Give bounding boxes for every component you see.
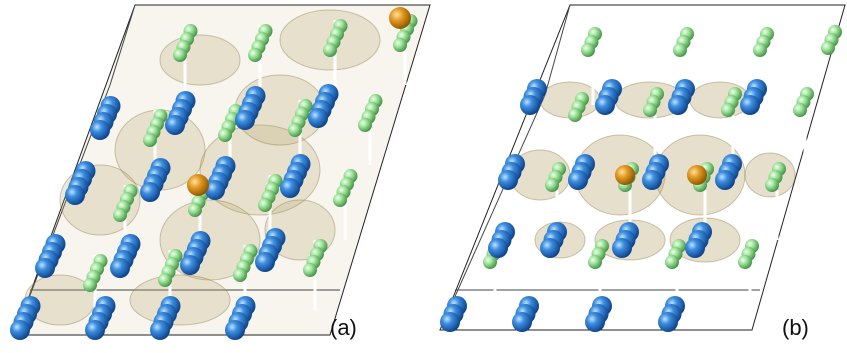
atom-green [113, 208, 127, 222]
atom-blue [90, 120, 110, 140]
atom-green [143, 133, 157, 147]
figure: (a) (b) [0, 0, 847, 353]
atom-blue [715, 170, 735, 190]
atom-blue [65, 185, 85, 205]
atom-green [568, 108, 582, 122]
atom-blue [595, 95, 615, 115]
atom-blue [225, 320, 245, 340]
atom-green [233, 268, 247, 282]
atom-blue [498, 170, 518, 190]
panel-a: (a) [10, 5, 430, 340]
panel-label: (b) [782, 315, 809, 340]
atom-blue [585, 312, 605, 332]
atom-green [673, 43, 687, 57]
atom-green [218, 128, 232, 142]
atom-orange [187, 174, 209, 196]
atom-green [323, 43, 337, 57]
atom-blue [740, 95, 760, 115]
atom-orange [389, 7, 411, 29]
atom-green [188, 203, 202, 217]
atom-orange [615, 165, 635, 185]
atom-green [753, 43, 767, 57]
atom-blue [180, 255, 200, 275]
atom-blue [642, 170, 662, 190]
page: (a) (b) (() => { const data = JSON.parse… [0, 0, 847, 353]
atom-blue [685, 238, 705, 258]
atom-blue [165, 115, 185, 135]
atom-blue [540, 238, 560, 258]
atom-green [545, 178, 559, 192]
atom-blue [110, 258, 130, 278]
atom-blue [85, 320, 105, 340]
atom-green [358, 118, 372, 132]
atom-blue [140, 182, 160, 202]
atom-green [793, 103, 807, 117]
isosurface [130, 275, 230, 325]
atom-blue [235, 110, 255, 130]
atom-blue [10, 320, 30, 340]
atom-green [303, 263, 317, 277]
atom-green [333, 193, 347, 207]
atom-green [765, 178, 779, 192]
isosurface [160, 35, 240, 85]
panel-label: (a) [330, 315, 357, 340]
atom-green [721, 103, 735, 117]
atom-green [581, 43, 595, 57]
atom-blue [35, 258, 55, 278]
atom-green [173, 48, 187, 62]
atom-green [248, 48, 262, 62]
atom-blue [658, 312, 678, 332]
atom-green [665, 255, 679, 269]
atom-green [158, 273, 172, 287]
atom-green [258, 198, 272, 212]
atom-blue [280, 178, 300, 198]
atom-green [643, 103, 657, 117]
atom-blue [512, 312, 532, 332]
atom-green [588, 255, 602, 269]
atom-blue [520, 95, 540, 115]
atom-blue [488, 238, 508, 258]
atom-blue [150, 320, 170, 340]
atom-blue [440, 312, 460, 332]
atom-blue [308, 108, 328, 128]
atom-green [738, 255, 752, 269]
atom-orange [687, 165, 707, 185]
atom-blue [612, 238, 632, 258]
atom-green [83, 278, 97, 292]
atom-green [821, 41, 835, 55]
atom-green [288, 123, 302, 137]
atom-blue [568, 170, 588, 190]
panel-b: (b) [440, 5, 845, 340]
atom-blue [668, 95, 688, 115]
atom-blue [255, 252, 275, 272]
atom-green [393, 38, 407, 52]
isosurface [690, 82, 750, 118]
